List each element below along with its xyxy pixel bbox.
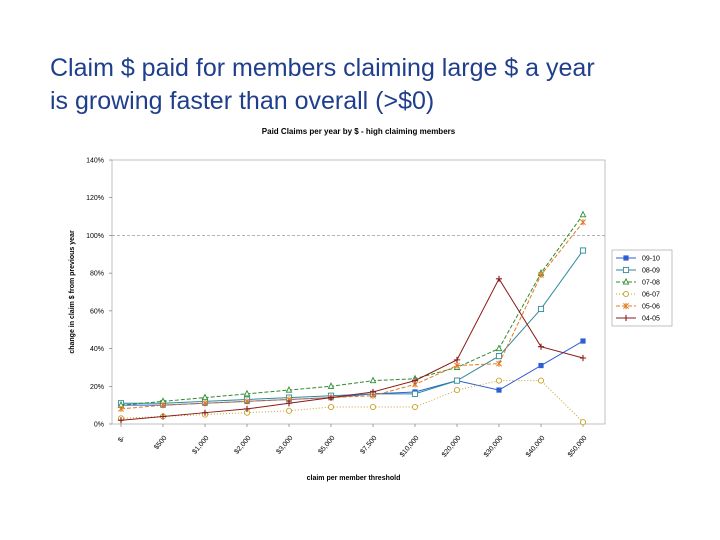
x-tick-label: $20,000 — [441, 435, 463, 459]
data-point-07-08 — [369, 376, 377, 384]
legend-label: 04-05 — [642, 316, 660, 323]
legend-label: 05-06 — [642, 304, 660, 311]
y-tick-label: 0% — [94, 422, 104, 429]
data-point-08-09 — [411, 390, 419, 397]
data-point-05-06 — [454, 362, 460, 369]
data-point-07-08 — [579, 210, 587, 218]
data-point-05-06 — [538, 271, 544, 279]
series-line-06-07 — [120, 380, 584, 423]
x-tick-label: $10,000 — [399, 435, 421, 459]
data-point-04-05 — [201, 409, 209, 416]
series-line-08-09 — [121, 250, 584, 404]
legend-label: 09-10 — [642, 256, 660, 263]
y-tick-label: 100% — [86, 233, 104, 240]
series-line-05-06 — [120, 221, 584, 410]
legend-marker-08-09 — [622, 266, 630, 274]
legend-marker-09-10 — [623, 255, 629, 261]
data-point-06-07 — [453, 387, 461, 394]
y-tick-label: 140% — [86, 158, 104, 165]
data-point-04-05 — [243, 405, 251, 413]
data-point-05-06 — [202, 400, 208, 407]
data-point-09-10 — [496, 387, 502, 393]
series-line-09-10 — [121, 340, 584, 406]
data-point-04-05 — [159, 413, 167, 420]
data-point-09-10 — [538, 362, 544, 369]
data-point-06-07 — [579, 419, 587, 426]
data-point-04-05 — [495, 275, 503, 282]
x-tick-label: $500 — [153, 435, 168, 452]
x-tick-label: $40,000 — [525, 435, 547, 459]
data-point-06-07 — [411, 403, 419, 411]
data-point-04-05 — [117, 417, 125, 424]
data-point-08-09 — [495, 353, 503, 360]
plot-area — [111, 159, 606, 425]
data-point-09-10 — [580, 338, 586, 344]
data-point-05-06 — [580, 219, 586, 226]
series-line-04-05 — [120, 277, 584, 421]
legend-marker-06-07 — [622, 290, 630, 298]
y-tick-label: 20% — [90, 384, 104, 391]
data-point-07-08 — [327, 382, 335, 389]
data-point-05-06 — [244, 398, 250, 405]
data-point-06-07 — [537, 377, 545, 384]
y-axis-label: change in claim $ from previous year — [69, 230, 76, 354]
y-tick-label: 80% — [90, 271, 104, 278]
y-tick-label: 60% — [90, 308, 104, 315]
x-tick-label: $7,500 — [359, 435, 378, 456]
slide-title: Claim $ paid for members claiming large … — [50, 52, 700, 118]
x-tick-label: $2,000 — [233, 435, 252, 456]
x-tick-label: $30,000 — [483, 435, 505, 459]
data-point-05-06 — [118, 405, 124, 413]
legend-marker-05-06 — [623, 302, 629, 310]
data-point-07-08 — [285, 385, 293, 393]
data-point-08-09 — [579, 247, 587, 254]
data-point-08-09 — [537, 305, 545, 313]
data-point-07-08 — [243, 389, 251, 397]
data-point-04-05 — [579, 354, 587, 362]
data-point-06-07 — [285, 407, 293, 414]
data-point-07-08 — [201, 393, 209, 401]
legend-label: 07-08 — [642, 280, 660, 287]
legend-label: 08-09 — [642, 268, 660, 275]
legend-marker-04-05 — [622, 314, 630, 322]
x-tick-label: $5,000 — [317, 435, 336, 456]
x-axis-label: claim per member threshold — [307, 475, 401, 482]
data-point-08-09 — [453, 377, 461, 384]
legend-label: 06-07 — [642, 292, 660, 299]
data-point-05-06 — [496, 360, 502, 367]
x-tick-label: $3,000 — [275, 435, 294, 456]
data-point-06-07 — [495, 377, 503, 384]
data-point-05-06 — [160, 402, 166, 409]
slide-title-line-2: is growing faster than overall (>$0) — [50, 87, 435, 115]
x-tick-label: $- — [117, 434, 127, 444]
data-point-04-05 — [369, 388, 377, 396]
data-point-04-05 — [411, 377, 419, 384]
y-tick-label: 40% — [90, 346, 104, 353]
data-point-06-07 — [369, 403, 377, 411]
legend-box — [611, 249, 673, 327]
chart-title: Paid Claims per year by $ - high claimin… — [262, 127, 456, 136]
data-point-04-05 — [327, 394, 335, 401]
x-tick-label: $50,000 — [567, 435, 589, 459]
y-tick-label: 120% — [86, 195, 104, 202]
data-point-04-05 — [285, 400, 293, 407]
legend-marker-07-08 — [622, 277, 630, 285]
x-tick-label: $1,000 — [191, 435, 210, 456]
series-line-07-08 — [120, 214, 584, 406]
data-point-07-08 — [495, 344, 503, 352]
data-point-06-07 — [327, 403, 335, 411]
data-point-04-05 — [537, 343, 545, 350]
data-point-04-05 — [453, 356, 461, 363]
slide-title-line-1: Claim $ paid for members claiming large … — [50, 54, 595, 82]
